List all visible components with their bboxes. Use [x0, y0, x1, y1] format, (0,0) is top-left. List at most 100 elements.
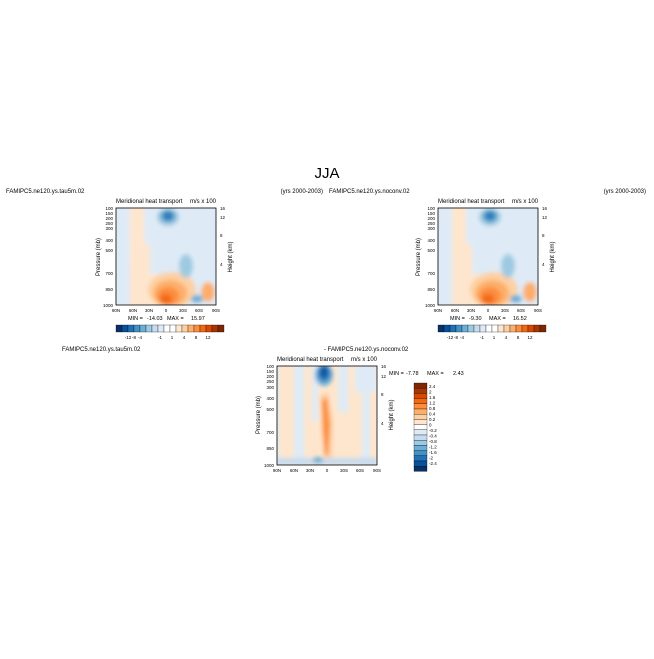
- colorbar-swatch: [169, 324, 177, 333]
- colorbar-swatch: [437, 324, 445, 333]
- y-tick-label: 500: [266, 407, 274, 412]
- height-tick-label: 8: [220, 233, 223, 238]
- panel-c-ylabel-right: Height (km): [389, 399, 395, 430]
- max-label: MAX =: [489, 316, 506, 322]
- y-tick-label: 1000: [103, 303, 114, 308]
- colorbar-label: -4: [460, 335, 464, 340]
- colorbar-label: 12: [527, 335, 533, 340]
- panel-c-plot-field: [277, 366, 377, 465]
- colorbar-swatch: [413, 424, 428, 430]
- y-tick-label: 500: [105, 248, 113, 253]
- panel-a-ytick-labels: 100 150 200 250 300 400 500 700 850 1000: [103, 206, 114, 308]
- height-tick-label: 12: [381, 374, 387, 379]
- colorbar-swatch: [467, 324, 475, 333]
- colorbar-label: 12: [205, 335, 211, 340]
- panel-b-colorbar-labels: -12 -8 -4 -1 1 4 8 12: [447, 335, 533, 340]
- colorbar-swatch: [485, 324, 493, 333]
- min-label: MIN =: [450, 316, 465, 322]
- y-tick-label: 150: [105, 211, 113, 216]
- y-tick-label: 1000: [425, 303, 436, 308]
- panel-b-ylabel-right: Height (km): [550, 241, 556, 272]
- panel-b-minmax: MIN = -9.30 MAX = 16.52: [450, 316, 527, 322]
- colorbar-swatch: [145, 324, 153, 333]
- colorbar-swatch: [455, 324, 463, 333]
- colorbar-label: -8: [132, 335, 136, 340]
- y-tick-label: 200: [427, 216, 435, 221]
- panel-a-ylabel: Pressure (mb): [96, 238, 102, 276]
- x-tick-label: 30S: [179, 308, 187, 313]
- colorbar-swatch: [443, 324, 451, 333]
- x-tick-label: 30N: [145, 308, 153, 313]
- height-tick-label: 8: [542, 233, 545, 238]
- y-tick-label: 250: [427, 221, 435, 226]
- max-label: MAX =: [167, 316, 184, 322]
- y-tick-label: 700: [427, 271, 435, 276]
- colorbar-swatch: [413, 414, 428, 420]
- panel-c-ytick-labels: 100 150 200 250 300 400 500 700 850 1000: [264, 364, 275, 468]
- colorbar-swatch: [503, 324, 511, 333]
- x-tick-label: 60S: [517, 308, 525, 313]
- x-tick-label: 90N: [112, 308, 120, 313]
- colorbar-swatch: [413, 466, 428, 472]
- y-tick-label: 250: [105, 221, 113, 226]
- panel-b-height-tick-labels: 16 12 8 4: [542, 206, 548, 267]
- panel-a-ylabel-right: Height (km): [228, 241, 234, 272]
- height-tick-label: 4: [220, 262, 223, 267]
- y-tick-label: 850: [105, 287, 113, 292]
- x-tick-label: 30S: [501, 308, 509, 313]
- min-value: -7.78: [406, 371, 419, 377]
- panel-a-height-tick-labels: 16 12 8 4: [220, 206, 226, 267]
- colorbar-label: -1.6: [429, 450, 437, 455]
- colorbar-label: -8: [454, 335, 458, 340]
- x-tick-label: 30N: [306, 468, 314, 473]
- colorbar-swatch: [515, 324, 523, 333]
- x-tick-label: 60S: [356, 468, 364, 473]
- x-tick-label: 90S: [212, 308, 220, 313]
- colorbar-swatch: [217, 324, 225, 333]
- colorbar-swatch: [413, 440, 428, 446]
- colorbar-label: 8: [195, 335, 198, 340]
- colorbar-swatch: [211, 324, 219, 333]
- max-label: MAX =: [427, 371, 444, 377]
- panel-b-ytick-labels: 100 150 200 250 300 400 500 700 850 1000: [425, 206, 436, 308]
- colorbar-swatch: [413, 393, 428, 399]
- colorbar-swatch: [413, 403, 428, 410]
- y-tick-label: 100: [427, 206, 435, 211]
- colorbar-label: -2: [429, 456, 433, 461]
- colorbar-label: 0: [429, 423, 432, 428]
- colorbar-label: -4: [138, 335, 142, 340]
- height-tick-label: 16: [220, 206, 226, 211]
- colorbar-swatch: [133, 324, 141, 333]
- panel-b-plot-field: [438, 208, 538, 305]
- y-tick-label: 400: [105, 238, 113, 243]
- x-tick-label: 60N: [129, 308, 137, 313]
- y-tick-label: 850: [266, 446, 274, 451]
- panel-c-height-tick-labels: 16 12 8 4: [381, 364, 387, 426]
- panel-a-units: m/s x 100: [190, 199, 217, 205]
- colorbar-swatch: [413, 445, 428, 451]
- colorbar-swatch: [449, 324, 457, 333]
- colorbar-label: -0.8: [429, 439, 437, 444]
- colorbar-swatch: [527, 324, 535, 333]
- colorbar-swatch: [461, 324, 469, 333]
- colorbar-label: -12: [447, 335, 454, 340]
- y-tick-label: 150: [266, 369, 274, 374]
- figure-title: JJA: [314, 165, 339, 182]
- panel-c-title: Meridional heat transport: [277, 357, 344, 363]
- colorbar-swatch: [187, 324, 195, 333]
- x-tick-label: 0: [326, 468, 329, 473]
- x-tick-label: 90N: [434, 308, 442, 313]
- x-tick-label: 90S: [373, 468, 381, 473]
- colorbar-label: 4: [505, 335, 508, 340]
- x-tick-label: 0: [165, 308, 168, 313]
- colorbar-swatch: [473, 324, 481, 333]
- colorbar-swatch: [151, 324, 159, 333]
- y-tick-label: 300: [427, 226, 435, 231]
- colorbar-label: -2.4: [429, 461, 437, 466]
- panel-b-title: Meridional heat transport: [438, 199, 505, 205]
- panel-a-colorbar-labels: -12 -8 -4 -1 1 4 8 12: [125, 335, 211, 340]
- colorbar-swatch: [491, 324, 499, 333]
- colorbar-swatch: [413, 419, 428, 425]
- colorbar-swatch: [413, 382, 428, 389]
- colorbar-swatch: [175, 324, 183, 333]
